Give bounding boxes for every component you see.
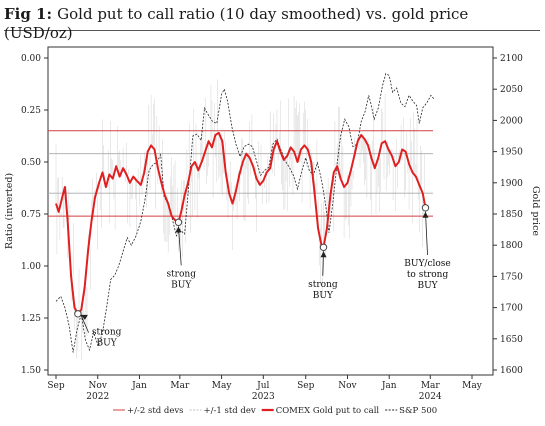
annotation-label: BUY [171, 280, 192, 290]
x-tick-label: May [462, 381, 483, 391]
right-tick-label: 1800 [500, 241, 523, 251]
annotation-label: strong [308, 280, 338, 290]
legend-label: +/-2 std devs [127, 406, 184, 416]
series-lines [55, 73, 435, 353]
annotation-arrowhead [175, 226, 182, 233]
right-axis-title: Gold price [530, 186, 541, 236]
legend-label: COMEX Gold put to call [276, 406, 380, 416]
right-tick-label: 1900 [500, 179, 523, 189]
figure-label: Fig 1: [4, 5, 53, 23]
buy-point [174, 218, 183, 227]
left-tick-label: 0.00 [21, 54, 41, 64]
right-tick-label: 1600 [500, 366, 523, 376]
title-text: Gold put to call ratio (10 day smoothed)… [4, 5, 469, 42]
annotation-arrowhead [422, 211, 429, 218]
annotation-label: to strong [407, 270, 449, 280]
buy-point [319, 243, 328, 252]
x-tick-label: Sep [297, 381, 314, 391]
right-tick-label: 2000 [500, 116, 523, 126]
annotation-label: BUY [313, 291, 334, 301]
std-dev-bands [48, 130, 433, 217]
x-tick-label: Mar [421, 381, 441, 391]
x-tick-label: Mar [170, 381, 190, 391]
x-year-label: 2022 [86, 392, 109, 402]
right-tick-label: 1700 [500, 304, 523, 314]
put-call-line [55, 131, 427, 315]
legend-label: S&P 500 [399, 406, 437, 416]
right-tick-label: 2100 [500, 54, 523, 64]
x-year-label: 2024 [419, 392, 442, 402]
x-tick-label: Nov [89, 381, 108, 391]
annotation-label: strong [92, 328, 122, 338]
left-tick-label: 1.00 [21, 262, 41, 272]
annotation-arrowhead [80, 314, 88, 320]
plot-area [47, 46, 494, 376]
sp500-line [55, 73, 435, 353]
annotation-arrow [178, 226, 182, 266]
annotation-arrow [80, 314, 89, 333]
right-tick-label: 1650 [500, 335, 523, 345]
legend-label: +/-1 std dev [204, 406, 256, 416]
annotation-arrow [425, 211, 428, 256]
legend: +/-2 std devs +/-1 std dev COMEX Gold put … [113, 406, 437, 416]
highlight-points [74, 204, 430, 318]
annotation-arrowhead [320, 251, 327, 258]
right-tick-label: 1850 [500, 210, 523, 220]
annotation-label: BUY/close [404, 259, 450, 269]
x-tick-label: May [212, 381, 233, 391]
x-year-label: 2023 [252, 392, 275, 402]
right-tick-label: 2050 [500, 85, 523, 95]
chart-title: Fig 1: Gold put to call ratio (10 day sm… [4, 4, 540, 42]
left-axis-title: Ratio (inverted) [4, 173, 15, 249]
buy-point [74, 310, 82, 318]
right-tick-label: 1750 [500, 272, 523, 282]
x-tick-label: Jul [256, 381, 269, 391]
x-tick-label: Nov [338, 381, 357, 391]
axes: 0.00 0.25 0.50 0.75 1.00 1.25 1.50 1600 1650 1700… [4, 54, 541, 402]
left-tick-label: 1.50 [21, 366, 41, 376]
left-tick-label: 0.75 [21, 210, 41, 220]
buy-point [421, 204, 430, 212]
x-tick-label: Sep [47, 381, 64, 391]
annotation-label: BUY [417, 281, 438, 291]
x-tick-label: Jan [131, 381, 147, 391]
left-tick-label: 0.25 [21, 106, 41, 116]
right-tick-label: 1950 [500, 148, 523, 158]
annotation-label: BUY [97, 339, 118, 349]
x-tick-label: Jan [381, 381, 397, 391]
annotation-label: strong [166, 269, 196, 279]
left-tick-label: 1.25 [21, 314, 41, 324]
left-tick-label: 0.50 [21, 158, 41, 168]
